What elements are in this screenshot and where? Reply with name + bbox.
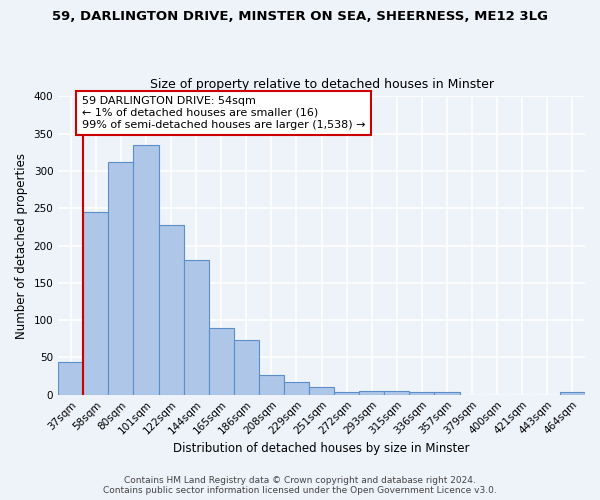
Title: Size of property relative to detached houses in Minster: Size of property relative to detached ho… [149, 78, 494, 91]
Y-axis label: Number of detached properties: Number of detached properties [15, 152, 28, 338]
Text: Contains HM Land Registry data © Crown copyright and database right 2024.
Contai: Contains HM Land Registry data © Crown c… [103, 476, 497, 495]
Bar [58, 362, 83, 394]
Bar [83, 212, 109, 394]
X-axis label: Distribution of detached houses by size in Minster: Distribution of detached houses by size … [173, 442, 470, 455]
Bar [560, 392, 585, 394]
Bar [234, 340, 259, 394]
Bar [334, 392, 359, 394]
Bar [259, 376, 284, 394]
Bar [409, 392, 434, 394]
Bar [184, 260, 209, 394]
Bar [434, 392, 460, 394]
Bar [284, 382, 309, 394]
Bar [385, 391, 409, 394]
Bar [133, 145, 158, 394]
Bar [158, 224, 184, 394]
Text: 59, DARLINGTON DRIVE, MINSTER ON SEA, SHEERNESS, ME12 3LG: 59, DARLINGTON DRIVE, MINSTER ON SEA, SH… [52, 10, 548, 23]
Bar [309, 388, 334, 394]
Bar [359, 391, 385, 394]
Bar [209, 328, 234, 394]
Bar [109, 162, 133, 394]
Text: 59 DARLINGTON DRIVE: 54sqm
← 1% of detached houses are smaller (16)
99% of semi-: 59 DARLINGTON DRIVE: 54sqm ← 1% of detac… [82, 96, 365, 130]
